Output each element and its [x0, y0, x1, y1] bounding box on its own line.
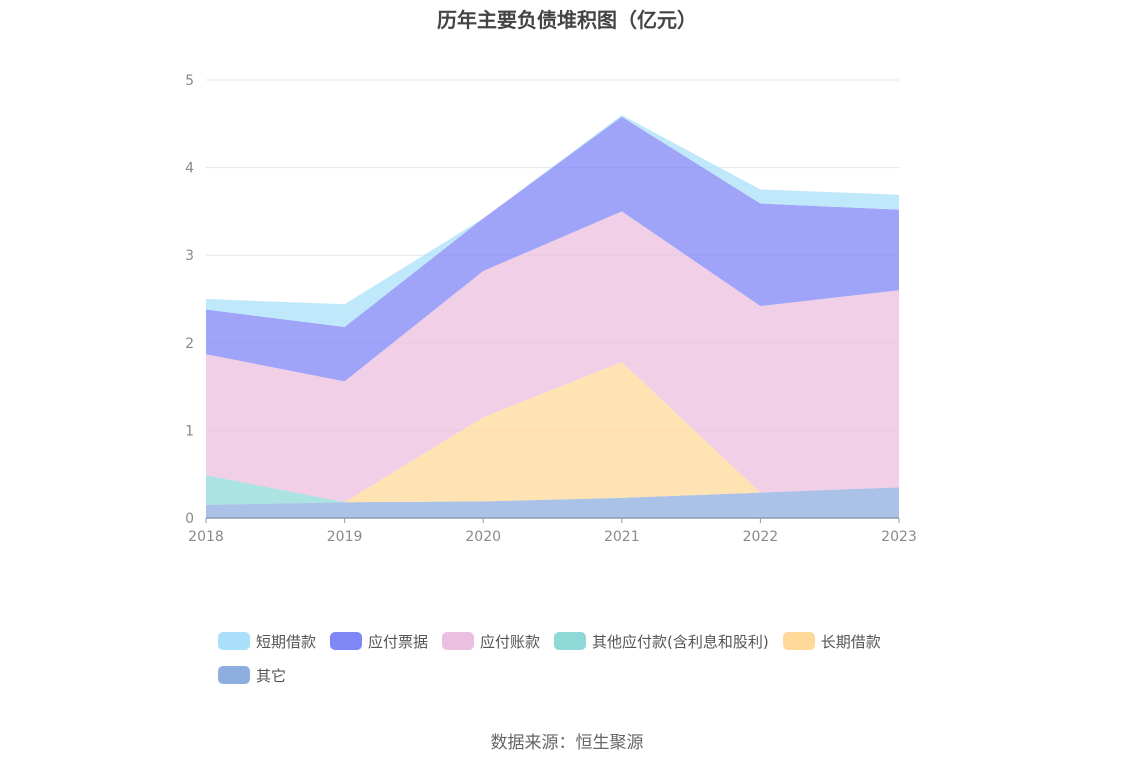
legend-item[interactable]: 其它 — [218, 664, 286, 686]
x-tick-label: 2023 — [881, 529, 917, 545]
chart-title: 历年主要负债堆积图（亿元） — [437, 8, 697, 32]
legend-label: 应付票据 — [368, 632, 429, 651]
y-tick-label: 1 — [185, 423, 194, 439]
y-tick-label: 2 — [185, 336, 194, 352]
y-tick-label: 0 — [185, 511, 194, 527]
legend-swatch — [218, 632, 250, 650]
legend-item[interactable]: 应付票据 — [330, 630, 428, 652]
legend-label: 长期借款 — [820, 632, 881, 651]
legend-label: 其它 — [256, 666, 287, 685]
area-series-其它 — [206, 487, 899, 518]
legend-swatch — [554, 632, 587, 650]
stacked-area-chart: 0 1 2 3 4 5 2018 2019 2020 2021 2022 2023 — [185, 73, 917, 545]
area-series-长期借款 — [206, 362, 899, 505]
legend-label: 应付账款 — [480, 632, 541, 651]
y-tick-label: 3 — [185, 248, 194, 264]
legend-swatch — [330, 632, 363, 650]
area-series-其他应付款(含利息和股利) — [206, 362, 899, 505]
legend-swatch — [782, 632, 815, 650]
x-tick-label: 2022 — [743, 529, 779, 545]
area-series-应付账款 — [206, 211, 899, 503]
legend-label: 短期借款 — [256, 632, 317, 651]
legend-item[interactable]: 短期借款 — [218, 630, 316, 652]
area-series-应付票据 — [206, 116, 899, 382]
x-tick-label: 2021 — [604, 529, 640, 545]
x-tick-label: 2018 — [188, 529, 224, 545]
legend-swatch — [218, 666, 250, 684]
legend-item[interactable]: 应付账款 — [442, 630, 540, 652]
legend-swatch — [442, 632, 475, 650]
y-tick-label: 5 — [185, 73, 194, 89]
y-tick-label: 4 — [185, 161, 194, 177]
chart-legend: 短期借款 应付票据 应付账款 其他应付款(含利息和股利) 长期借款其它 — [218, 630, 938, 686]
x-tick-label: 2019 — [327, 529, 363, 545]
x-tick-label: 2020 — [465, 529, 501, 545]
area-series-短期借款 — [206, 115, 899, 328]
legend-item[interactable]: 长期借款 — [782, 630, 881, 652]
legend-item[interactable]: 其他应付款(含利息和股利) — [554, 630, 769, 652]
data-source-note: 数据来源：恒生聚源 — [490, 733, 644, 753]
legend-label: 其他应付款(含利息和股利) — [592, 632, 769, 651]
